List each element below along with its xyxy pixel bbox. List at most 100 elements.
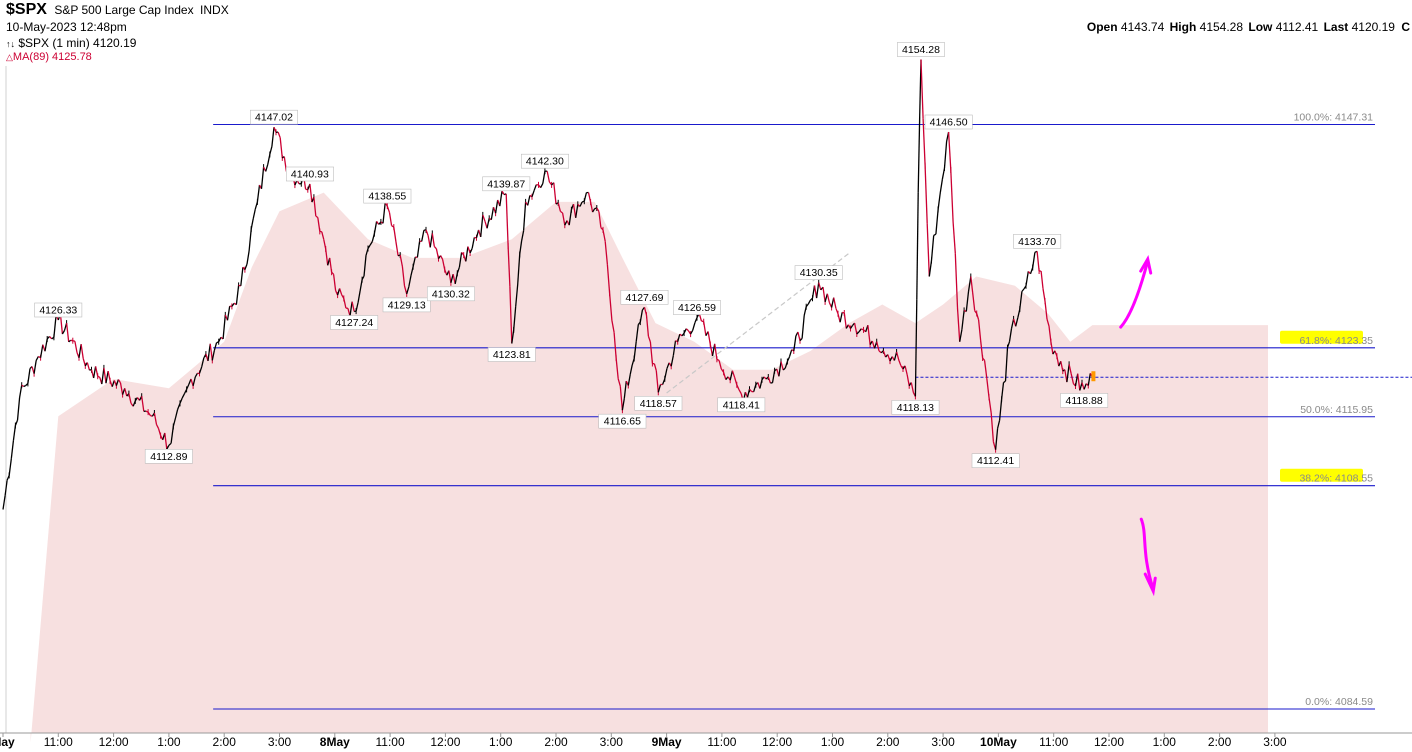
- peak-label-text: 4142.30: [526, 156, 564, 168]
- x-axis: May 11:00 12:00 1:00 2:00 3:00 8May 11:00 12:00 1…: [0, 732, 1412, 749]
- price-segment: [598, 211, 602, 228]
- price-segment: [926, 223, 930, 277]
- peak-label-box: [1013, 234, 1062, 249]
- price-segment: [947, 131, 952, 171]
- price-segment: [147, 411, 151, 416]
- price-segment: [269, 146, 273, 155]
- exchange: INDX: [200, 3, 229, 17]
- price-segment: [1021, 288, 1025, 292]
- price-segment: [399, 254, 404, 267]
- x-tick-label: 12:00: [99, 735, 129, 749]
- price-segment: [613, 332, 617, 358]
- peak-label-box: [144, 448, 193, 464]
- price-segment: [4, 480, 8, 496]
- index-name: S&P 500 Large Cap Index: [54, 3, 194, 17]
- x-tick-label: 3:00: [1263, 735, 1287, 749]
- price-segment: [917, 120, 921, 193]
- price-segment: [240, 267, 244, 286]
- price-segment: [972, 292, 976, 311]
- peak-label: 4127.69: [620, 289, 669, 305]
- trendline: [666, 252, 850, 394]
- price-segment: [653, 363, 657, 371]
- price-segment: [501, 190, 505, 195]
- price-segment: [871, 340, 876, 349]
- peak-label-box: [924, 114, 973, 130]
- price-segment: [480, 214, 484, 237]
- price-segment: [465, 246, 469, 262]
- price-segment: [990, 412, 995, 442]
- price-segment: [522, 201, 527, 231]
- price-segment: [250, 218, 254, 230]
- peak-label-box: [34, 302, 83, 318]
- price-segment: [826, 293, 831, 303]
- price-segment: [731, 370, 736, 378]
- price-segment: [961, 310, 965, 330]
- price-segment: [10, 440, 15, 459]
- price-segment: [786, 356, 791, 362]
- price-segment: [920, 59, 924, 119]
- price-segment: [690, 329, 694, 335]
- peak-label: 4147.02: [250, 109, 298, 125]
- price-segment: [1077, 373, 1081, 391]
- price-segment: [1006, 341, 1011, 348]
- high-value: 4154.28: [1199, 20, 1244, 34]
- price-segment: [207, 343, 211, 361]
- peak-label-box: [482, 176, 531, 192]
- price-segment: [615, 357, 619, 379]
- price-segment: [509, 286, 513, 344]
- price-segment: [450, 274, 454, 283]
- peak-label-text: 4118.88: [1066, 395, 1103, 407]
- price-segment: [611, 320, 615, 333]
- price-segment: [983, 360, 988, 379]
- peak-label-box: [896, 42, 945, 57]
- price-segment: [355, 302, 359, 312]
- price-segment: [97, 375, 101, 378]
- price-segment: [782, 367, 786, 371]
- price-segment: [553, 182, 557, 205]
- price-segment: [876, 341, 880, 352]
- price-segment: [889, 356, 893, 362]
- peak-label: 4130.35: [794, 265, 843, 280]
- peak-label-box: [971, 453, 1020, 469]
- price-segment: [824, 293, 828, 303]
- price-segment: [14, 420, 19, 426]
- price-segment: [988, 397, 992, 414]
- price-segment: [849, 325, 854, 329]
- price-segment: [1044, 301, 1048, 320]
- x-tick-label: 11:00: [376, 735, 405, 749]
- chart-header: $SPX S&P 500 Large Cap Index INDX 10-May…: [0, 0, 1412, 66]
- price-segment: [1003, 380, 1006, 384]
- x-tick-label: 3:00: [931, 735, 955, 749]
- peak-label-box: [520, 153, 569, 169]
- price-segment: [830, 297, 835, 308]
- price-segment: [421, 230, 425, 242]
- price-segment: [388, 212, 393, 226]
- price-segment: [801, 315, 805, 339]
- price-segment: [633, 341, 637, 359]
- price-segment: [475, 229, 480, 238]
- x-tick-label: 12:00: [430, 735, 460, 749]
- price-segment: [1036, 251, 1040, 272]
- price-segment: [367, 244, 371, 249]
- price-segment: [406, 286, 410, 295]
- price-segment: [683, 328, 687, 334]
- series-icon: ↑↓: [6, 39, 15, 49]
- peak-label: 4126.59: [673, 300, 722, 315]
- price-segment: [35, 356, 39, 361]
- peak-label: 4112.89: [144, 448, 193, 464]
- fib-level-label: 61.8%: 4123.35: [1299, 335, 1373, 347]
- price-segment: [338, 288, 343, 296]
- price-segment: [956, 307, 961, 342]
- peak-label-box: [634, 395, 683, 411]
- price-segment: [373, 221, 378, 234]
- price-segment: [235, 285, 240, 305]
- peak-label: 4112.41: [971, 453, 1020, 469]
- arrow-down-icon: [1139, 517, 1155, 591]
- peak-label-box: [1060, 393, 1109, 408]
- price-segment: [589, 201, 594, 213]
- fib-level-label: 100.0%: 4147.31: [1294, 112, 1374, 124]
- low-label: Low: [1248, 20, 1273, 34]
- peak-label: 4118.88: [1060, 393, 1109, 408]
- arrow-down-head-icon: [1143, 572, 1157, 597]
- price-segment: [469, 248, 473, 254]
